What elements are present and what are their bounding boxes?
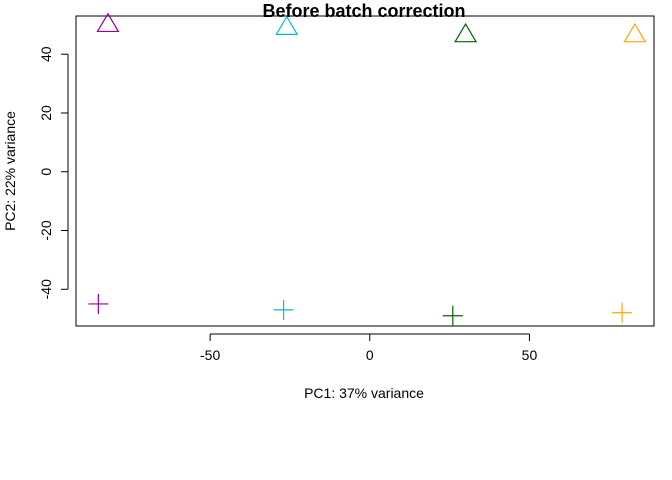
x-tick-label: -50 bbox=[200, 347, 220, 363]
y-tick-label: 20 bbox=[38, 105, 54, 121]
plot-frame bbox=[75, 15, 655, 327]
data-point-plus bbox=[442, 305, 463, 326]
data-point-plus bbox=[88, 293, 109, 314]
data-point-plus bbox=[612, 302, 633, 323]
y-tick-label: 0 bbox=[38, 168, 54, 176]
data-points bbox=[88, 12, 647, 326]
y-tick-label: 40 bbox=[38, 46, 54, 62]
x-axis: -50 0 50 bbox=[200, 333, 538, 363]
y-tick-label: -40 bbox=[38, 279, 54, 299]
data-point-triangle bbox=[454, 22, 478, 43]
data-point-triangle bbox=[96, 12, 120, 33]
data-point-plus bbox=[273, 299, 294, 320]
data-point-triangle bbox=[623, 22, 647, 43]
chart-title: Before batch correction bbox=[262, 1, 465, 21]
x-tick-label: 50 bbox=[522, 347, 538, 363]
x-tick-label: 0 bbox=[366, 347, 374, 363]
data-point-triangle bbox=[275, 15, 299, 35]
x-axis-label: PC1: 37% variance bbox=[304, 385, 424, 401]
y-axis: -40 -20 0 20 40 bbox=[38, 46, 69, 299]
y-axis-label: PC2: 22% variance bbox=[2, 111, 18, 231]
y-tick-label: -20 bbox=[38, 220, 54, 240]
